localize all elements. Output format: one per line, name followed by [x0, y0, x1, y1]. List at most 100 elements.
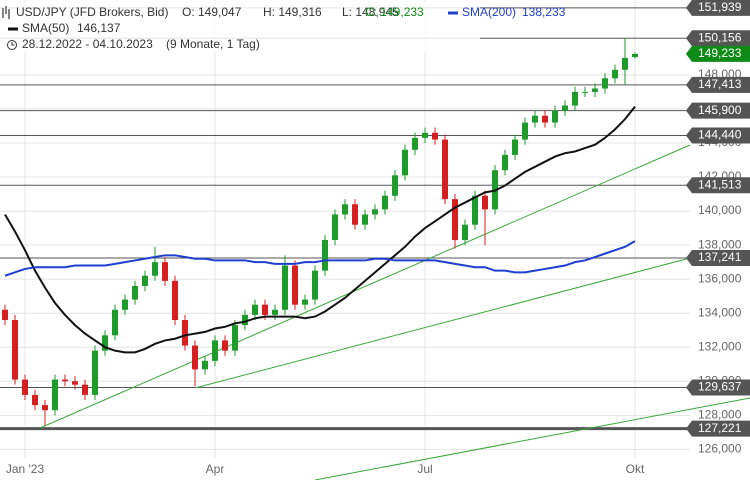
header: USD/JPY (JFD Brokers, Bid) O: 149,047 H:… — [0, 2, 566, 52]
candle-body — [522, 122, 528, 140]
level-label: 129,637 — [698, 380, 742, 394]
level-label: 150,156 — [698, 30, 742, 44]
candle-body — [612, 69, 618, 79]
candle-body — [182, 320, 188, 346]
x-tick-label: Okt — [626, 462, 645, 476]
candle-body — [562, 105, 568, 111]
candle-body — [42, 405, 48, 411]
level-tag — [686, 177, 750, 194]
candle-body — [22, 379, 28, 395]
y-tick-label: 132,000 — [698, 339, 742, 353]
legend-value: 138,233 — [522, 5, 566, 19]
x-tick-label: Apr — [206, 462, 225, 476]
header-bg — [0, 2, 480, 52]
clock-hands — [11, 42, 15, 46]
level-tag — [686, 420, 750, 437]
level-label: 145,900 — [698, 103, 742, 117]
candle-body — [382, 195, 388, 210]
candle-body — [592, 88, 598, 92]
candle-body — [82, 384, 88, 395]
trend-line — [314, 397, 750, 480]
level-tag — [686, 127, 750, 144]
candle-body — [582, 91, 588, 93]
candle-body — [572, 91, 578, 106]
candle-body — [542, 115, 548, 123]
candle-body — [292, 265, 298, 305]
level-label: 144,440 — [698, 128, 742, 142]
candle-body — [452, 199, 458, 240]
series-name: USD/JPY (JFD Brokers, Bid) — [16, 5, 168, 19]
level-tag — [686, 76, 750, 93]
low-label: L: 148,945 — [342, 5, 399, 19]
candle-body — [242, 314, 248, 326]
candle-body — [172, 280, 178, 320]
trend-lines — [39, 144, 750, 480]
candle-body — [412, 137, 418, 150]
candle-body — [422, 132, 428, 138]
candle-body — [512, 139, 518, 155]
legend-value: 146,137 — [77, 21, 121, 35]
candle-body — [32, 394, 38, 406]
y-tick-label: 138,000 — [698, 237, 742, 251]
candle-body — [192, 345, 198, 370]
trend-line — [194, 257, 691, 389]
sma-line — [4, 240, 636, 277]
candle-body — [462, 224, 468, 240]
level-label: 127,221 — [698, 421, 742, 435]
candle-body — [552, 110, 558, 123]
duration: (9 Monate, 1 Tag) — [166, 37, 260, 51]
y-tick-label: 136,000 — [698, 271, 742, 285]
candle-body — [312, 270, 318, 300]
level-label: 151,939 — [698, 0, 742, 14]
candle-body — [152, 262, 158, 276]
candle-body — [92, 350, 98, 395]
trend-line — [39, 144, 691, 429]
price-label: 149,233 — [698, 46, 742, 60]
y-tick-label: 134,000 — [698, 305, 742, 319]
candle-body — [402, 149, 408, 176]
x-tick-label: Jul — [417, 462, 432, 476]
candle-body — [222, 340, 228, 351]
x-tick-label: Jan '23 — [6, 462, 45, 476]
candle-body — [52, 379, 58, 411]
y-tick-label: 126,000 — [698, 442, 742, 456]
clock-icon — [7, 40, 17, 50]
level-label: 147,413 — [698, 77, 742, 91]
candle-body — [2, 309, 8, 320]
candle-body — [632, 53, 638, 58]
candle-body — [212, 340, 218, 361]
open-label: O: 149,047 — [182, 5, 242, 19]
candle-body — [142, 275, 148, 286]
y-tick-label: 140,000 — [698, 203, 742, 217]
legend-label: SMA(50) — [22, 21, 69, 35]
candle-body — [332, 214, 338, 240]
sma-line — [4, 105, 636, 354]
candle-body — [162, 262, 168, 281]
level-tag — [686, 250, 750, 267]
level-label: 141,513 — [698, 177, 742, 191]
candle-body — [252, 304, 258, 315]
candle-body — [362, 214, 368, 225]
candle-body — [602, 78, 608, 89]
candle-body — [442, 139, 448, 200]
candle-body — [472, 195, 478, 225]
candle-body — [262, 304, 268, 315]
candle-body — [342, 204, 348, 215]
candle-body — [392, 175, 398, 196]
candle-body — [352, 204, 358, 225]
candle-body — [482, 195, 488, 210]
high-label: H: 149,316 — [263, 5, 322, 19]
y-tick-label: 128,000 — [698, 407, 742, 421]
candle-body — [112, 309, 118, 336]
period: 28.12.2022 - 04.10.2023 — [22, 37, 153, 51]
legend-label: SMA(200) — [462, 5, 516, 19]
candle-body — [72, 381, 78, 385]
candle-body — [532, 115, 538, 123]
candle-body — [502, 154, 508, 171]
candle-body — [622, 57, 628, 70]
candle-body — [372, 209, 378, 215]
level-tag — [686, 0, 750, 16]
price-tag — [686, 45, 750, 62]
